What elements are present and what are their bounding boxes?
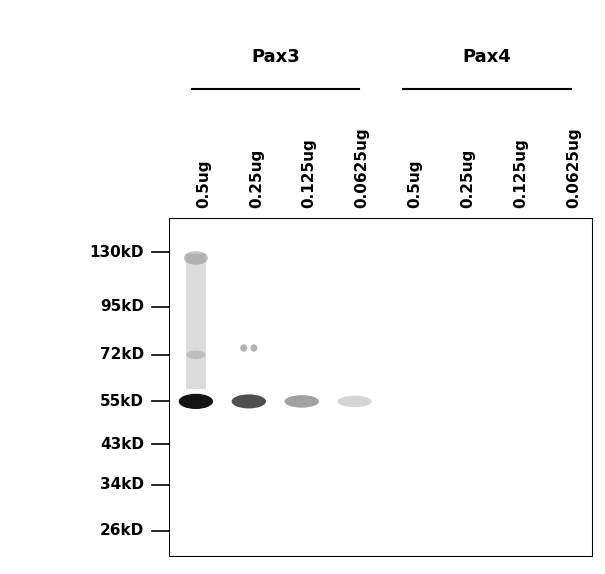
Ellipse shape <box>284 395 319 408</box>
Text: 43kD: 43kD <box>100 436 144 452</box>
Ellipse shape <box>250 344 257 352</box>
Text: 0.125ug: 0.125ug <box>302 138 317 208</box>
Bar <box>169 235 593 252</box>
Text: 130kD: 130kD <box>90 245 144 260</box>
Text: 55kD: 55kD <box>100 394 144 409</box>
Bar <box>169 286 593 303</box>
Bar <box>169 303 593 320</box>
Text: 0.5ug: 0.5ug <box>408 160 423 208</box>
Ellipse shape <box>186 351 205 359</box>
Bar <box>169 252 593 269</box>
Bar <box>169 320 593 336</box>
Bar <box>186 254 206 389</box>
Text: 0.0625ug: 0.0625ug <box>355 127 370 208</box>
Bar <box>169 439 593 455</box>
Bar <box>169 371 593 387</box>
Text: 26kD: 26kD <box>100 523 144 538</box>
Bar <box>169 472 593 489</box>
Text: Pax4: Pax4 <box>463 48 511 66</box>
Text: Pax3: Pax3 <box>251 48 299 66</box>
Bar <box>169 218 593 235</box>
Bar <box>169 387 593 404</box>
Bar <box>169 404 593 421</box>
Bar <box>169 336 593 354</box>
Bar <box>169 523 593 540</box>
Bar <box>169 540 593 557</box>
Ellipse shape <box>178 394 213 409</box>
Text: 34kD: 34kD <box>100 477 144 492</box>
Text: 95kD: 95kD <box>100 299 144 314</box>
Ellipse shape <box>232 394 266 409</box>
Bar <box>169 489 593 506</box>
Bar <box>169 421 593 439</box>
Text: 0.125ug: 0.125ug <box>514 138 529 208</box>
Bar <box>169 455 593 472</box>
Ellipse shape <box>240 344 247 352</box>
Text: 0.5ug: 0.5ug <box>196 160 211 208</box>
Bar <box>169 354 593 371</box>
Ellipse shape <box>184 251 208 265</box>
Bar <box>169 506 593 523</box>
Text: 0.25ug: 0.25ug <box>249 149 264 208</box>
Text: 0.0625ug: 0.0625ug <box>566 127 581 208</box>
Ellipse shape <box>338 395 372 407</box>
Bar <box>169 269 593 286</box>
Text: 0.25ug: 0.25ug <box>460 149 476 208</box>
Text: 72kD: 72kD <box>100 347 144 362</box>
